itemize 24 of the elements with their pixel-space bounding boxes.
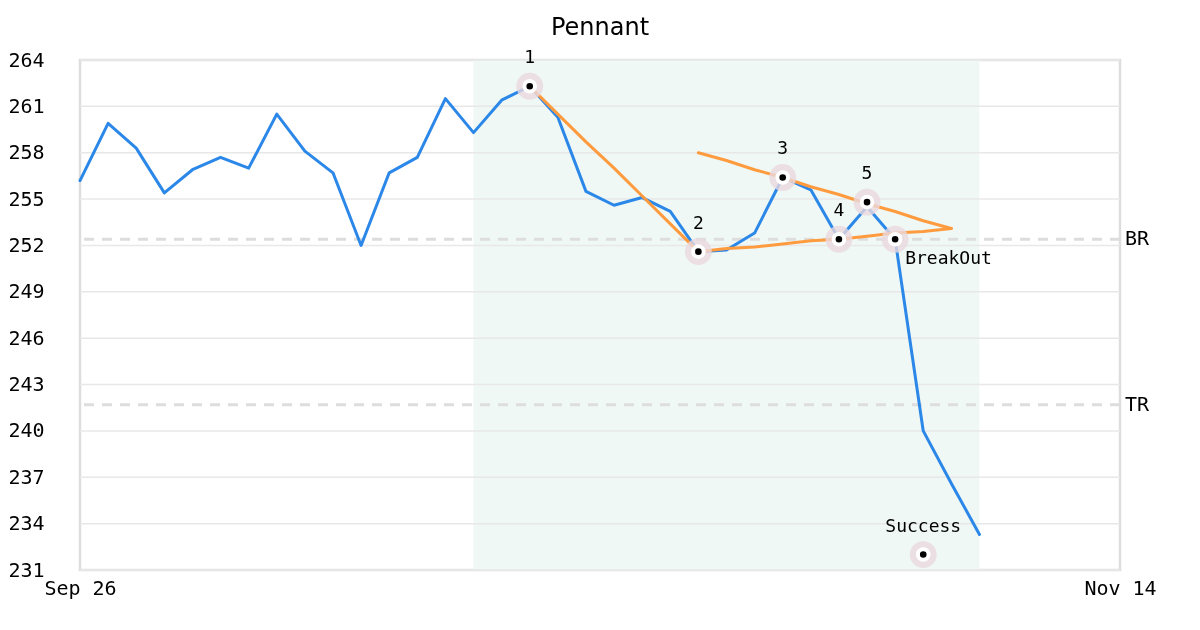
series-label: Success xyxy=(885,514,962,536)
ref-line-label: TR xyxy=(1125,391,1151,416)
y-tick-label: 234 xyxy=(8,511,45,536)
y-tick-label: 237 xyxy=(8,464,45,489)
y-tick-label: 264 xyxy=(8,47,45,72)
series-label: 2 xyxy=(692,211,704,233)
x-tick-label: Nov 14 xyxy=(1084,575,1157,600)
y-tick-label: 252 xyxy=(8,232,45,257)
y-tick-label: 243 xyxy=(8,372,45,397)
y-tick-label: 240 xyxy=(8,418,45,443)
ref-line-label: BR xyxy=(1125,226,1151,251)
x-tick-label: Sep 26 xyxy=(44,575,117,600)
y-tick-label: 255 xyxy=(8,186,45,211)
y-tick-label: 231 xyxy=(8,557,45,582)
series-label: BreakOut xyxy=(905,247,992,269)
y-tick-label: 246 xyxy=(8,325,45,350)
y-tick-label: 261 xyxy=(8,93,45,118)
series-label: 4 xyxy=(833,199,845,221)
chart-title: Pennant xyxy=(550,13,650,42)
series-label: 5 xyxy=(861,162,873,184)
series-label: 3 xyxy=(777,137,789,159)
y-tick-label: 249 xyxy=(8,279,45,304)
series-label: 1 xyxy=(524,46,536,68)
y-tick-label: 258 xyxy=(8,140,45,165)
